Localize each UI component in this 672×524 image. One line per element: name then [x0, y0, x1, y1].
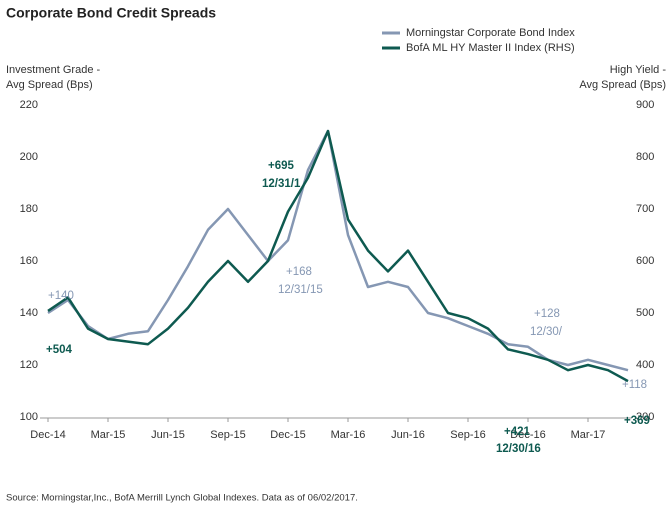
y-tick-label: 100 [20, 411, 38, 423]
annotation: +504 [46, 344, 73, 356]
annotation: +140 [48, 290, 74, 302]
annotation: +421 [504, 426, 531, 438]
y2-tick-label: 800 [636, 151, 654, 163]
y2-tick-label: 600 [636, 255, 654, 267]
x-tick-label: Jun-15 [151, 429, 185, 441]
y2-axis-label: Avg Spread (Bps) [579, 79, 666, 91]
annotation: 12/31/1 [262, 178, 301, 190]
y2-tick-label: 500 [636, 307, 654, 319]
source-note: Source: Morningstar,Inc., BofA Merrill L… [6, 493, 358, 504]
y-tick-label: 180 [20, 203, 38, 215]
x-tick-label: Mar-15 [91, 429, 126, 441]
y-axis-label: Investment Grade - [6, 64, 100, 76]
y-axis-label: Avg Spread (Bps) [6, 79, 93, 91]
x-tick-label: Sep-15 [210, 429, 245, 441]
annotation: +369 [624, 415, 650, 427]
legend-label: BofA ML HY Master II Index (RHS) [406, 42, 575, 54]
annotation: 12/30/16 [496, 443, 541, 455]
y-tick-label: 160 [20, 255, 38, 267]
x-tick-label: Dec-16 [510, 429, 545, 441]
legend-label: Morningstar Corporate Bond Index [406, 27, 575, 39]
chart-title: Corporate Bond Credit Spreads [6, 5, 216, 21]
x-tick-label: Mar-16 [331, 429, 366, 441]
y-tick-label: 140 [20, 307, 38, 319]
y2-tick-label: 900 [636, 99, 654, 111]
y2-tick-label: 300 [636, 411, 654, 423]
annotation: +168 [286, 266, 312, 278]
series-line [47, 129, 629, 383]
y-tick-label: 220 [20, 99, 38, 111]
x-tick-label: Sep-16 [450, 429, 485, 441]
y-tick-label: 120 [20, 359, 38, 371]
y2-tick-label: 400 [636, 359, 654, 371]
x-tick-label: Jun-16 [391, 429, 425, 441]
y2-tick-label: 700 [636, 203, 654, 215]
y2-axis-label: High Yield - [610, 64, 667, 76]
annotation: +118 [622, 379, 647, 391]
y-tick-label: 200 [20, 151, 38, 163]
annotation: +695 [268, 160, 295, 172]
annotation: 12/31/15 [278, 284, 323, 296]
x-tick-label: Dec-14 [30, 429, 65, 441]
series-line [47, 129, 629, 372]
annotation: 12/30/ [530, 326, 563, 338]
x-tick-label: Dec-15 [270, 429, 305, 441]
x-tick-label: Mar-17 [571, 429, 606, 441]
annotation: +128 [534, 308, 560, 320]
